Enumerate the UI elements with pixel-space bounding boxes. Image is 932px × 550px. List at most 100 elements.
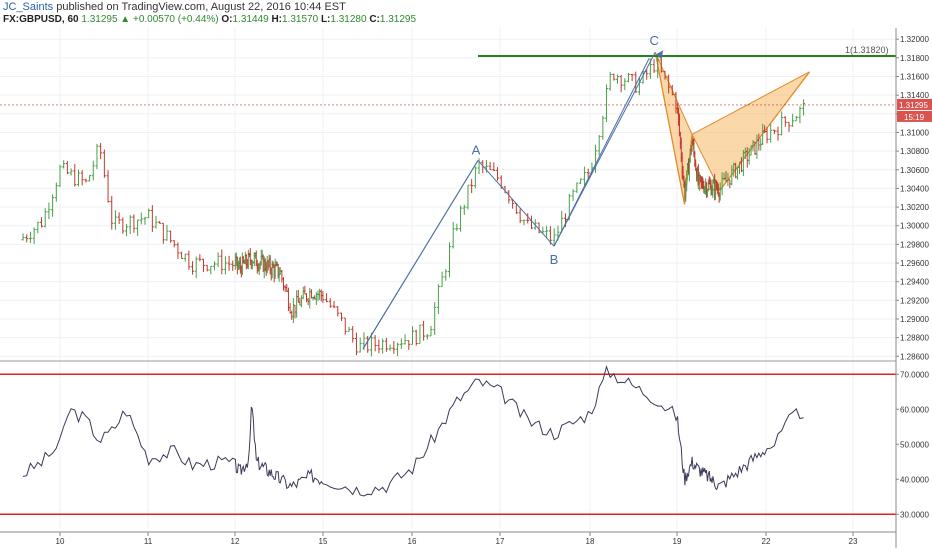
- time-tick-label: 11: [144, 537, 153, 546]
- candle: [384, 337, 388, 352]
- candle: [579, 178, 583, 185]
- wave-label-b: B: [550, 252, 559, 267]
- candle: [403, 334, 407, 345]
- candle: [663, 70, 667, 80]
- candle: [172, 240, 176, 248]
- countdown-label: 15:19: [904, 113, 925, 122]
- publication-line: JC_Saints published on TradingView.com, …: [3, 1, 346, 13]
- candle: [652, 59, 656, 73]
- price-tick-label: 1.29000: [900, 315, 929, 324]
- candle: [212, 261, 216, 271]
- candle: [209, 265, 213, 275]
- rsi-panel: [0, 360, 896, 515]
- price-tick-label: 1.30600: [900, 166, 929, 175]
- candle: [328, 298, 332, 308]
- candle: [176, 242, 180, 259]
- candle: [132, 214, 136, 233]
- candle: [298, 297, 302, 306]
- candle: [552, 228, 556, 246]
- price-tick-label: 1.31400: [900, 91, 929, 100]
- candle: [492, 162, 496, 172]
- candle: [282, 277, 286, 291]
- candle: [62, 160, 66, 169]
- candle: [161, 222, 165, 244]
- candle: [316, 290, 320, 302]
- candle: [154, 215, 158, 229]
- candle: [396, 342, 400, 357]
- symbol-line: FX:GBPUSD, 60 1.31295 ▲ +0.00570 (+0.44%…: [3, 14, 416, 25]
- candle: [288, 302, 292, 314]
- price-tick-label: 1.29800: [900, 240, 929, 249]
- candle: [605, 84, 609, 123]
- candle: [191, 261, 195, 275]
- candle: [388, 344, 392, 351]
- price-tick-label: 1.30200: [900, 203, 929, 212]
- candle: [780, 111, 784, 136]
- candle: [180, 251, 184, 259]
- candle: [537, 222, 541, 234]
- candle: [496, 167, 500, 181]
- countdown-box: [897, 110, 932, 122]
- candle: [343, 317, 347, 335]
- candle: [318, 288, 322, 300]
- pattern-bcd-triangle: [691, 71, 810, 192]
- candle: [462, 204, 466, 215]
- high-value: 1.31570: [282, 14, 319, 25]
- candle: [290, 310, 294, 320]
- candle: [473, 166, 477, 189]
- candle: [791, 113, 795, 127]
- candle: [369, 332, 373, 357]
- candle: [447, 242, 451, 278]
- open-value: 1.31449: [232, 14, 269, 25]
- candle: [619, 74, 623, 93]
- fib-level-label: 1(1.31820): [845, 45, 889, 55]
- wave-label-a: A: [472, 142, 481, 157]
- candle: [102, 149, 106, 178]
- candle: [143, 216, 147, 225]
- candle: [128, 215, 132, 234]
- candle: [772, 129, 776, 135]
- candle: [425, 334, 429, 340]
- candle: [656, 55, 660, 79]
- candle: [113, 210, 117, 230]
- candle: [198, 254, 202, 262]
- candle: [518, 208, 522, 224]
- candle: [601, 115, 605, 140]
- symbol-name: FX:GBPUSD, 60: [3, 14, 79, 25]
- candle: [58, 164, 62, 188]
- candle: [285, 283, 289, 292]
- price-tick-label: 1.31800: [900, 54, 929, 63]
- candle: [586, 168, 590, 179]
- wave-label-c: C: [650, 33, 659, 48]
- candle: [411, 326, 415, 345]
- candle: [65, 161, 69, 175]
- time-tick-label: 16: [408, 537, 417, 546]
- candle: [69, 168, 73, 176]
- author-link[interactable]: JC_Saints: [3, 1, 54, 13]
- price-tick-label: 1.29200: [900, 296, 929, 305]
- candle: [80, 170, 84, 186]
- candle: [183, 253, 187, 262]
- overlay-drawings: 1(1.31820) A B C: [0, 33, 896, 350]
- candle: [40, 217, 44, 228]
- candle: [36, 221, 40, 234]
- candle: [414, 329, 418, 346]
- candle: [283, 285, 287, 292]
- candle: [667, 74, 671, 94]
- candle: [165, 224, 169, 241]
- triangle-up-icon: ▲: [120, 14, 131, 25]
- last-price-box: [897, 98, 932, 110]
- candle: [422, 320, 426, 341]
- candle: [295, 290, 299, 318]
- rsi-tick-label: 50.0000: [900, 440, 929, 449]
- candle: [623, 78, 627, 91]
- candle: [377, 339, 381, 354]
- candle: [28, 231, 32, 244]
- candle: [88, 174, 92, 182]
- wave-arrow-0a-b: [362, 160, 479, 350]
- time-tick-label: 12: [231, 537, 240, 546]
- candle: [776, 126, 780, 141]
- candle: [305, 293, 309, 303]
- published-text: published on TradingView.com, August 22,…: [56, 1, 346, 13]
